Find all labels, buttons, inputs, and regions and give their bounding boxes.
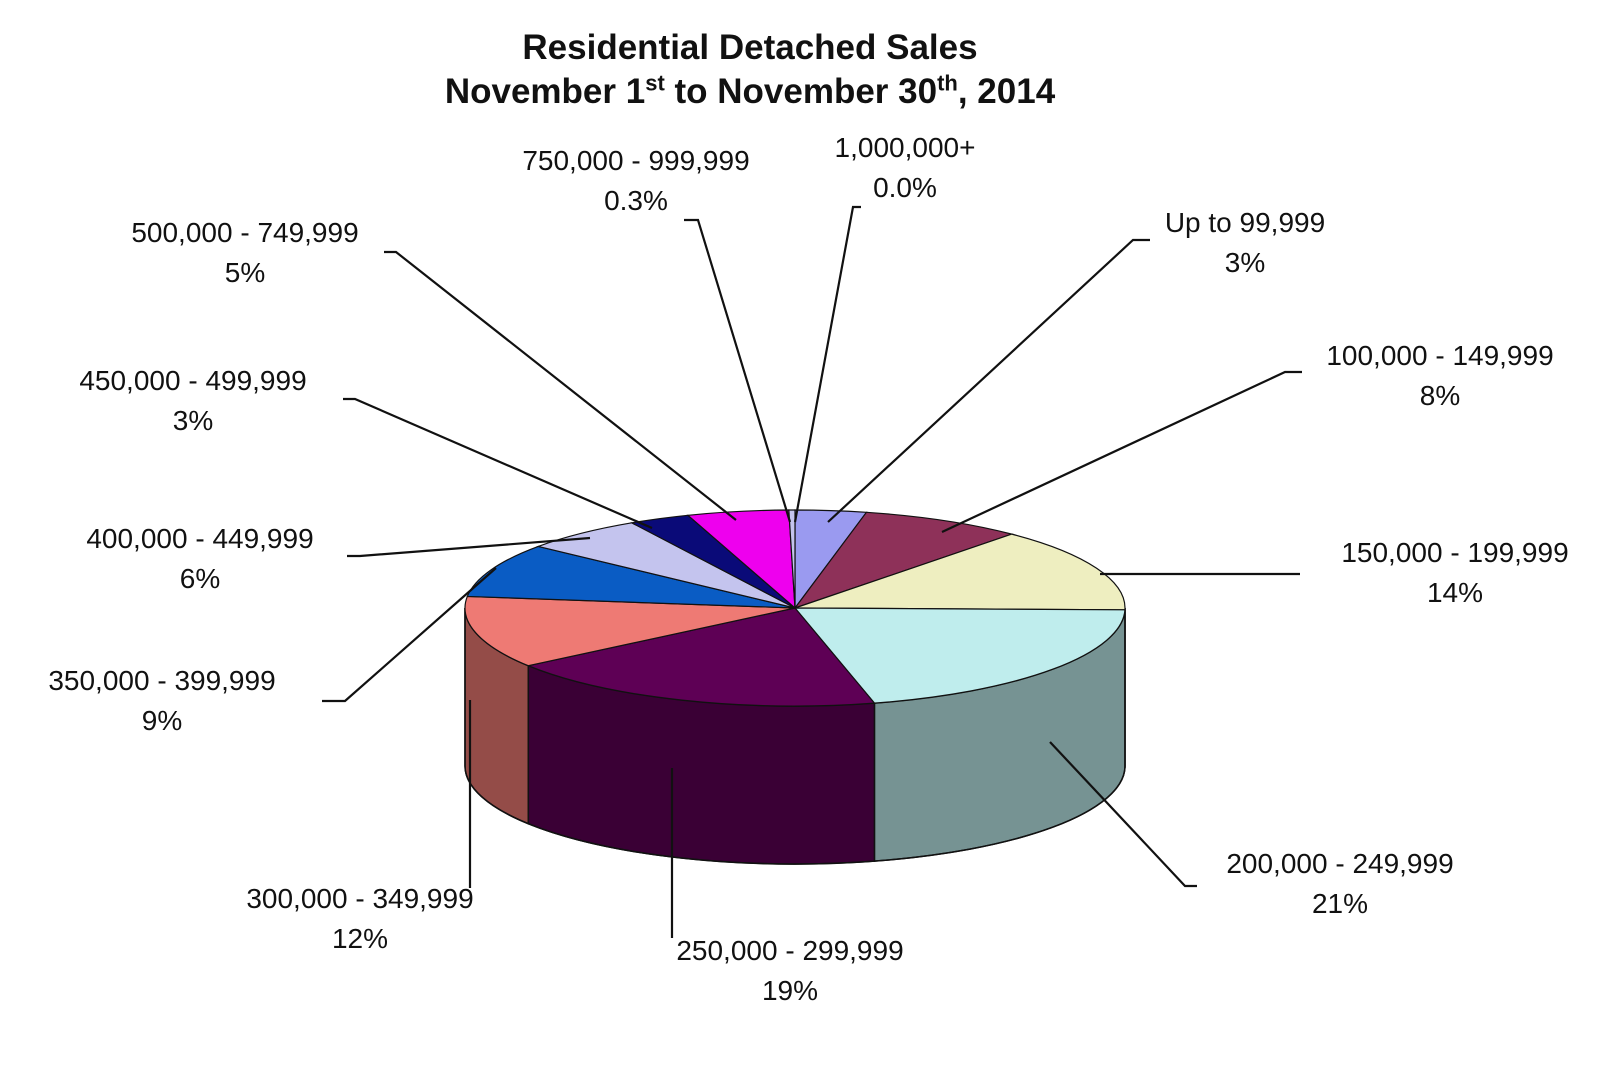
slice-value-9: 5% [225, 257, 265, 288]
leader-line-10 [684, 218, 792, 523]
slice-value-1: 8% [1420, 380, 1460, 411]
pie-slice-2 [794, 533, 1126, 611]
slice-value-0: 3% [1225, 247, 1265, 278]
slice-value-6: 9% [142, 705, 182, 736]
pie-slice-7 [536, 522, 796, 609]
leader-line-11 [793, 205, 861, 523]
leader-line-6 [322, 567, 497, 703]
slice-label-1: 100,000 - 149,999 [1326, 340, 1553, 371]
slice-value-3: 21% [1312, 888, 1368, 919]
slice-value-10: 0.3% [604, 185, 668, 216]
chart-title-line-2: November 1st to November 30th, 2014 [0, 70, 1500, 114]
pie-slice-10 [788, 509, 796, 609]
slice-value-7: 6% [180, 563, 220, 594]
slice-value-2: 14% [1427, 577, 1483, 608]
pie-sides [464, 607, 1126, 865]
slice-label-4: 250,000 - 299,999 [676, 935, 903, 966]
slice-label-2: 150,000 - 199,999 [1341, 537, 1568, 568]
chart-title: Residential Detached Sales November 1st … [0, 26, 1500, 114]
slice-label-5: 300,000 - 349,999 [246, 883, 473, 914]
pie-slice-4 [526, 607, 876, 707]
slice-label-9: 500,000 - 749,999 [131, 217, 358, 248]
pie-slice-5 [464, 595, 796, 667]
slice-value-5: 12% [332, 923, 388, 954]
leader-line-3 [1049, 741, 1197, 888]
slice-label-7: 400,000 - 449,999 [86, 523, 313, 554]
pie-slice-3 [793, 607, 1126, 704]
chart-title-line-1: Residential Detached Sales [522, 28, 978, 67]
title-part-c: , 2014 [957, 72, 1056, 111]
leader-line-1 [941, 370, 1302, 533]
slice-label-11: 1,000,000+ [835, 132, 976, 163]
leader-line-7 [347, 536, 591, 558]
leader-line-8 [343, 397, 653, 530]
leader-line-9 [384, 250, 737, 521]
pie-top-faces [464, 509, 1126, 707]
title-sup-a: st [645, 70, 665, 96]
slice-value-11: 0.0% [873, 172, 937, 203]
slice-label-8: 450,000 - 499,999 [79, 365, 306, 396]
leader-line-0 [827, 238, 1150, 523]
slice-value-8: 3% [173, 405, 213, 436]
title-sup-b: th [937, 70, 958, 96]
slice-label-0: Up to 99,999 [1165, 207, 1325, 238]
pie-rim [464, 608, 1126, 865]
leader-lines [322, 205, 1302, 938]
title-part-a: November 1 [444, 72, 646, 111]
title-part-b: to November 30 [664, 72, 938, 111]
slice-labels: Up to 99,999 3% 100,000 - 149,999 8% 150,000… [48, 132, 1568, 1006]
slice-label-10: 750,000 - 999,999 [522, 145, 749, 176]
slice-value-4: 19% [762, 975, 818, 1006]
slice-label-6: 350,000 - 399,999 [48, 665, 275, 696]
slice-label-3: 200,000 - 249,999 [1226, 848, 1453, 879]
pie-slice-1 [793, 511, 1014, 610]
